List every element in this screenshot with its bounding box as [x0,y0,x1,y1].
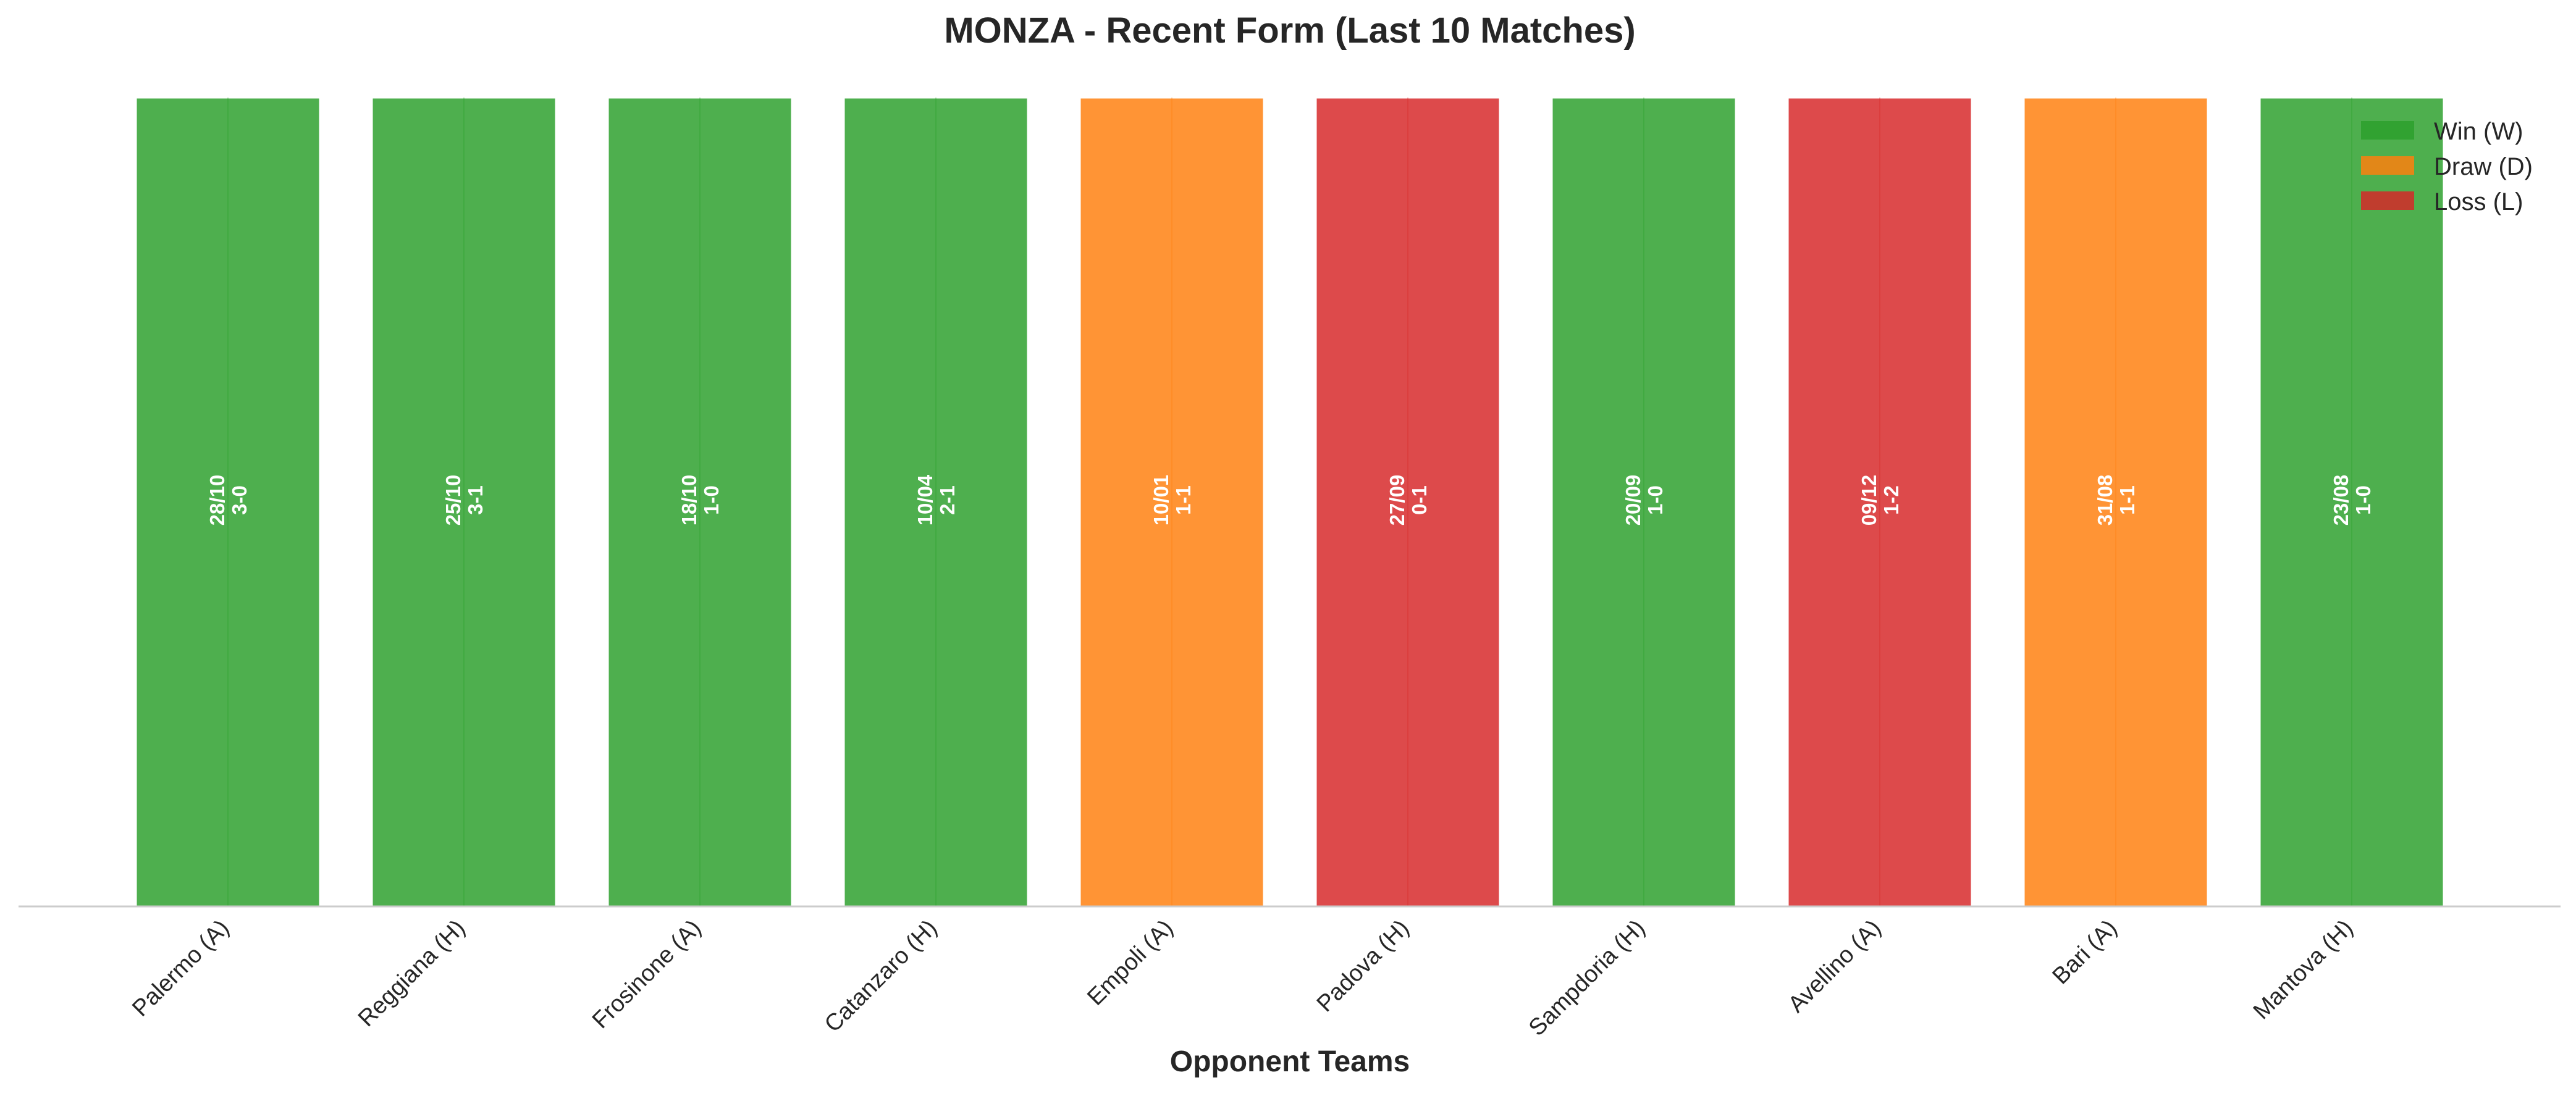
bar-score-label: 1-1 [2116,485,2139,515]
bar-date-label: 10/04 [914,474,937,525]
x-tick-label: Mantova (H) [2249,915,2359,1025]
bar-score-label: 3-0 [228,485,251,515]
bar-date-label: 31/08 [2094,475,2116,526]
bar-score-label: 1-1 [1172,485,1195,515]
bar-label: 18/101-0 [678,475,723,526]
bar-score-label: 0-1 [1408,485,1431,515]
x-tick-label: Frosinone (A) [587,915,706,1034]
bar-date-label: 10/01 [1150,475,1172,526]
bar-5 [1079,96,1265,908]
legend-swatch-w [2361,121,2414,140]
x-tick-label: Empoli (A) [1082,915,1178,1011]
bar-label: 20/091-0 [1622,475,1667,526]
x-tick-label: Avellino (A) [1783,915,1887,1018]
bar-7 [1551,96,1737,908]
bar-date-label: 28/10 [206,475,229,526]
bar-6 [1315,96,1501,908]
bar-label: 09/121-2 [1858,475,1903,526]
bar-date-label: 18/10 [678,475,701,526]
bar-label: 10/011-1 [1150,475,1195,526]
bar-3 [607,96,793,908]
bar-date-label: 09/12 [1858,475,1880,526]
x-tick-label: Padova (H) [1312,915,1415,1018]
chart-title: MONZA - Recent Form (Last 10 Matches) [944,10,1635,51]
bar-10 [2258,96,2445,908]
bar-score-label: 1-0 [2352,485,2375,515]
bar-date-label: 25/10 [442,475,465,526]
bars-layer: 28/103-0 25/103-1 18/101-0 10/042-1 10/011-1… [135,96,2445,908]
bar-label: 27/090-1 [1386,475,1431,526]
x-tick-label: Catanzaro (H) [820,915,942,1037]
x-axis-title: Opponent Teams [1170,1045,1410,1078]
bar-score-label: 2-1 [936,485,959,515]
bar-label: 10/042-1 [914,474,959,525]
x-tick-label: Reggiana (H) [353,915,471,1032]
bar-score-label: 1-0 [1644,485,1667,515]
bar-date-label: 27/09 [1386,475,1408,526]
bar-label: 31/081-1 [2094,475,2139,526]
bar-date-label: 20/09 [1622,475,1644,526]
bar-2 [371,96,557,908]
bar-score-label: 3-1 [464,485,487,515]
bar-label: 28/103-0 [206,475,251,526]
bar-1 [135,96,321,908]
legend-label-d: Draw (D) [2434,153,2533,180]
legend-swatch-l [2361,191,2414,210]
x-tick-label: Bari (A) [2048,915,2123,990]
legend-swatch-d [2361,156,2414,175]
bar-label: 23/081-0 [2330,475,2375,526]
bar-4 [843,96,1029,908]
legend-label-w: Win (W) [2434,118,2523,145]
x-tick-label: Palermo (A) [127,915,234,1022]
bar-score-label: 1-0 [700,485,723,515]
x-tick-label: Sampdoria (H) [1524,915,1650,1041]
bar-label: 25/103-1 [442,475,487,526]
legend-label-l: Loss (L) [2434,188,2523,215]
bar-score-label: 1-2 [1880,485,1903,515]
legend: Win (W) Draw (D) Loss (L) [2361,118,2533,215]
x-tick-labels: Palermo (A) Reggiana (H) Frosinone (A) Cata… [127,915,2358,1041]
bar-date-label: 23/08 [2330,475,2352,526]
